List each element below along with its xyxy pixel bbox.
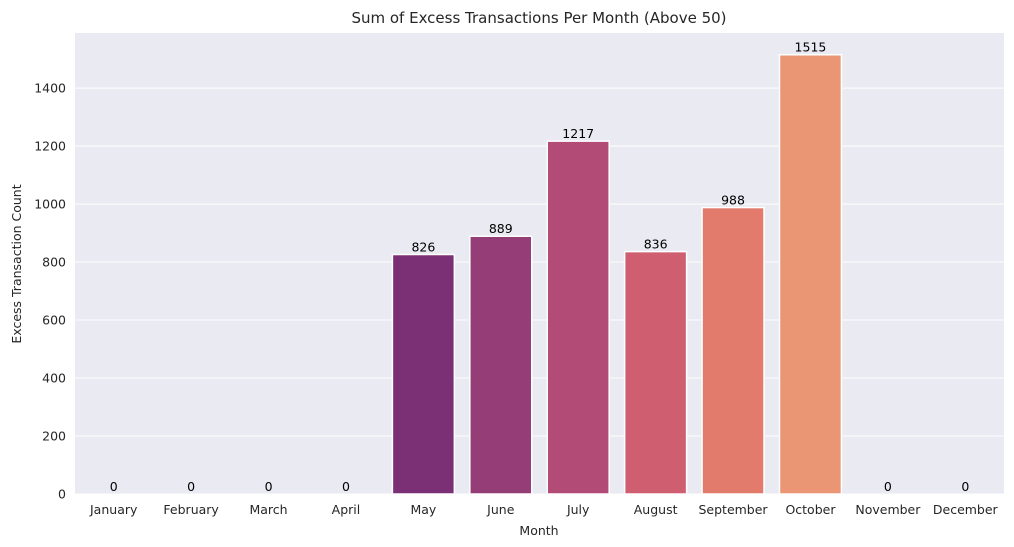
x-axis-label: Month bbox=[519, 523, 558, 538]
bar-july bbox=[546, 140, 610, 495]
bar-september bbox=[701, 206, 765, 495]
x-tick-label-september: September bbox=[698, 502, 768, 517]
x-tick-label-october: October bbox=[785, 502, 836, 517]
y-tick-label: 1000 bbox=[34, 197, 66, 212]
x-tick-label-march: March bbox=[249, 502, 287, 517]
x-tick-label-january: January bbox=[89, 502, 138, 517]
value-label-april: 0 bbox=[342, 479, 350, 494]
bar-june bbox=[469, 235, 533, 495]
plot-background bbox=[75, 33, 1004, 494]
x-tick-label-july: July bbox=[566, 502, 590, 517]
bar-october bbox=[778, 53, 843, 495]
value-label-january: 0 bbox=[110, 479, 118, 494]
value-label-august: 836 bbox=[644, 237, 668, 252]
x-tick-label-february: February bbox=[163, 502, 219, 517]
bar-august bbox=[623, 250, 688, 495]
x-tick-labels: January February March April May June July Augu… bbox=[89, 502, 999, 517]
y-tick-label: 600 bbox=[42, 313, 66, 328]
y-tick-label: 800 bbox=[42, 255, 66, 270]
value-label-november: 0 bbox=[884, 479, 892, 494]
bars bbox=[391, 53, 843, 495]
x-tick-label-may: May bbox=[410, 502, 436, 517]
y-tick-label: 200 bbox=[42, 429, 66, 444]
value-label-july: 1217 bbox=[562, 126, 594, 141]
x-tick-label-november: November bbox=[855, 502, 921, 517]
y-tick-label: 1400 bbox=[34, 81, 66, 96]
y-axis-label: Excess Transaction Count bbox=[9, 184, 24, 343]
x-tick-label-june: June bbox=[486, 502, 515, 517]
value-labels: 0 0 0 0 826 889 1217 836 988 1515 0 0 bbox=[110, 40, 970, 494]
y-tick-label: 1200 bbox=[34, 139, 66, 154]
value-label-october: 1515 bbox=[795, 40, 827, 55]
bar-may bbox=[391, 253, 456, 495]
chart-title: Sum of Excess Transactions Per Month (Ab… bbox=[351, 9, 726, 27]
x-tick-label-august: August bbox=[634, 502, 678, 517]
y-tick-label: 400 bbox=[42, 371, 66, 386]
y-tick-labels: 0 200 400 600 800 1000 1200 1400 bbox=[34, 81, 66, 502]
value-label-may: 826 bbox=[411, 240, 435, 255]
value-label-september: 988 bbox=[721, 193, 745, 208]
value-label-december: 0 bbox=[961, 479, 969, 494]
gridlines bbox=[75, 87, 1004, 495]
value-label-march: 0 bbox=[265, 479, 273, 494]
value-label-june: 889 bbox=[489, 221, 513, 236]
x-tick-label-december: December bbox=[933, 502, 999, 517]
x-tick-label-april: April bbox=[332, 502, 361, 517]
value-label-february: 0 bbox=[187, 479, 195, 494]
y-tick-label: 0 bbox=[58, 487, 66, 502]
